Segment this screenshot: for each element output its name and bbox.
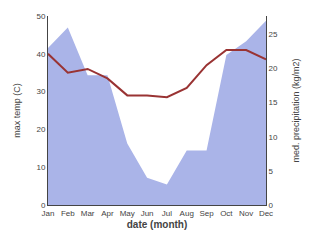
svg-text:0: 0 [269,201,274,210]
svg-text:Jan: Jan [42,209,55,218]
svg-text:40: 40 [36,50,45,59]
svg-text:May: May [120,209,135,218]
svg-text:Nov: Nov [239,209,253,218]
svg-text:20: 20 [36,125,45,134]
svg-text:Jul: Jul [162,209,172,218]
svg-text:Dec: Dec [259,209,273,218]
svg-text:Aug: Aug [180,209,194,218]
svg-text:med. precipitation (kg/m2): med. precipitation (kg/m2) [291,58,301,162]
svg-text:10: 10 [36,163,45,172]
svg-text:50: 50 [36,12,45,21]
svg-text:15: 15 [269,98,278,107]
svg-text:30: 30 [36,87,45,96]
svg-text:Apr: Apr [101,209,114,218]
svg-text:date (month): date (month) [127,219,188,230]
svg-text:Mar: Mar [81,209,95,218]
svg-text:Jun: Jun [141,209,154,218]
svg-text:0: 0 [41,201,46,210]
svg-text:25: 25 [269,30,278,39]
svg-text:10: 10 [269,133,278,142]
svg-text:Feb: Feb [61,209,75,218]
svg-text:Oct: Oct [220,209,233,218]
svg-text:5: 5 [269,167,274,176]
svg-text:20: 20 [269,64,278,73]
svg-text:max temp (C): max temp (C) [12,83,22,138]
svg-text:Sep: Sep [199,209,214,218]
